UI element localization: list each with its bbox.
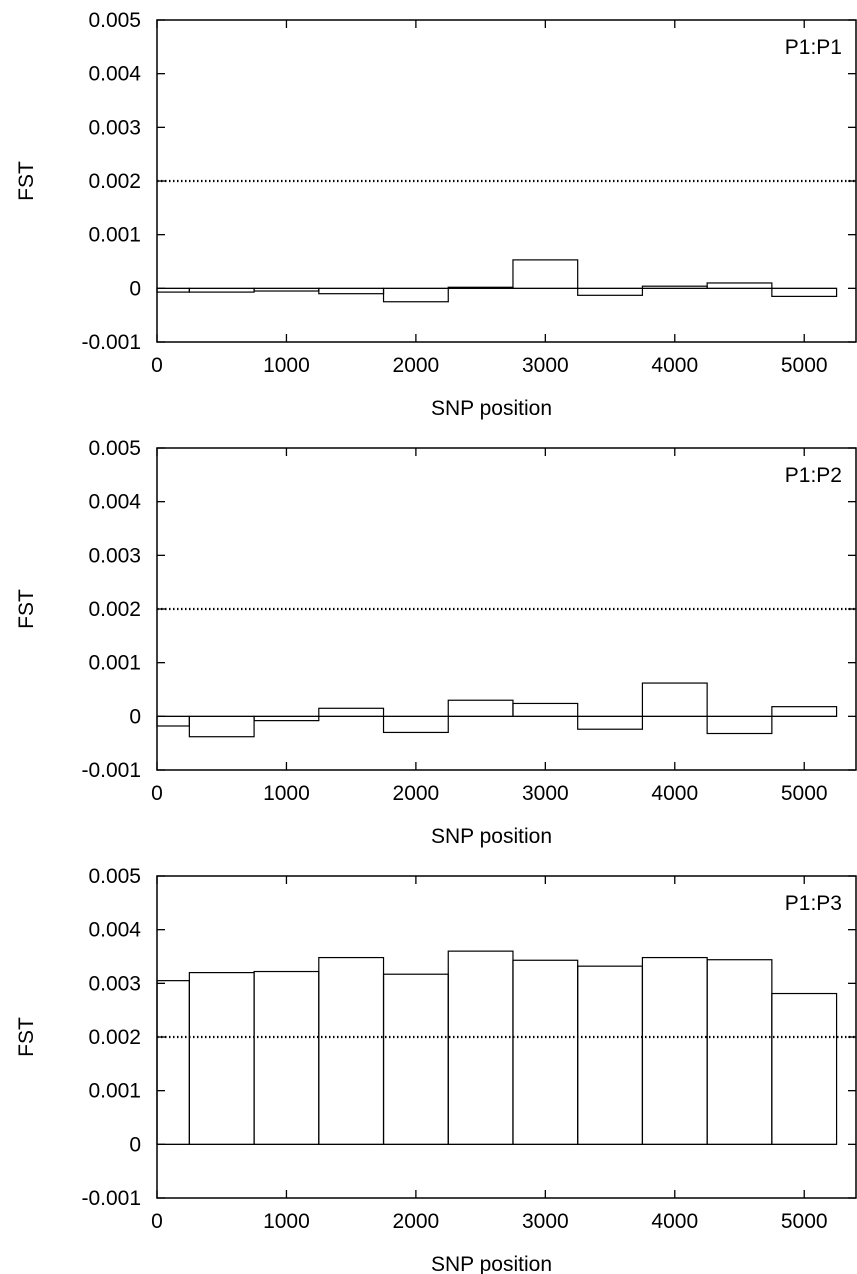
y-tick-label: 0.005: [88, 437, 141, 460]
y-tick-label: 0.004: [88, 919, 141, 942]
bar: [318, 956, 385, 1145]
bar: [771, 706, 838, 717]
bar: [706, 959, 773, 1145]
y-axis-label: FST: [15, 1017, 38, 1057]
bar: [447, 286, 514, 289]
x-tick-label: 2000: [393, 354, 440, 377]
x-tick-label: 4000: [651, 354, 698, 377]
chart-panel-3: -0.001 0 0.001 0.002 0.003 0.004 0.005 0 1000 200…: [15, 865, 857, 1274]
bar: [156, 715, 190, 727]
x-axis-label: SNP position: [431, 825, 552, 848]
x-tick-label: 1000: [263, 1210, 310, 1233]
bar: [641, 956, 708, 1145]
bar: [318, 707, 385, 717]
bar: [156, 287, 190, 293]
y-axis-label: FST: [15, 589, 38, 629]
bar: [188, 287, 255, 293]
bar: [577, 965, 644, 1145]
x-tick-label: 1000: [263, 782, 310, 805]
bar: [382, 715, 449, 734]
bar: [382, 973, 449, 1145]
y-tick-label: 0.002: [88, 598, 141, 621]
bar: [253, 287, 320, 292]
panel-annotation: P1:P3: [785, 892, 842, 915]
x-tick-label: 0: [151, 354, 163, 377]
x-axis-label: SNP position: [431, 397, 552, 420]
chart-panel-2: -0.001 0 0.001 0.002 0.003 0.004 0.005 0 1000 200…: [15, 437, 857, 848]
x-tick-label: 0: [151, 1210, 163, 1233]
x-tick-label: 2000: [393, 1210, 440, 1233]
x-tick-label: 4000: [651, 1210, 698, 1233]
y-tick-label: 0.002: [88, 1026, 141, 1049]
y-tick-label: 0.002: [88, 170, 141, 193]
bar: [512, 702, 579, 717]
bar: [706, 282, 773, 289]
bar: [447, 699, 514, 717]
bar: [771, 287, 838, 297]
y-tick-label: -0.001: [81, 331, 141, 354]
bar: [447, 950, 514, 1145]
y-tick-label: 0.001: [88, 652, 141, 675]
bar: [706, 715, 773, 735]
y-tick-label: -0.001: [81, 1187, 141, 1210]
x-tick-label: 5000: [781, 354, 828, 377]
bar: [641, 285, 708, 289]
chart-panel-1: -0.001 0 0.001 0.002 0.003 0.004 0.005 0 1000 200…: [15, 9, 857, 420]
x-tick-label: 3000: [522, 1210, 569, 1233]
y-tick-label: 0.001: [88, 224, 141, 247]
y-tick-label: 0.004: [88, 63, 141, 86]
y-tick-label: -0.001: [81, 759, 141, 782]
x-tick-label: 3000: [522, 354, 569, 377]
x-tick-label: 4000: [651, 782, 698, 805]
bar: [253, 970, 320, 1145]
bar: [156, 980, 190, 1145]
y-tick-label: 0.001: [88, 1080, 141, 1103]
y-tick-label: 0.003: [88, 972, 141, 995]
y-axis-label: FST: [15, 161, 38, 201]
y-tick-label: 0: [129, 277, 141, 300]
bar: [771, 992, 838, 1145]
panel-annotation: P1:P2: [785, 464, 842, 487]
bar: [188, 971, 255, 1145]
bar: [577, 715, 644, 730]
y-tick-label: 0.005: [88, 9, 141, 32]
y-tick-label: 0: [129, 1133, 141, 1156]
y-tick-label: 0: [129, 705, 141, 728]
bar: [641, 682, 708, 717]
bar: [577, 287, 644, 296]
y-tick-label: 0.004: [88, 491, 141, 514]
y-tick-label: 0.003: [88, 116, 141, 139]
panel-annotation: P1:P1: [785, 36, 842, 59]
bar: [188, 715, 255, 738]
y-tick-label: 0.005: [88, 865, 141, 888]
x-tick-label: 5000: [781, 1210, 828, 1233]
x-axis-label: SNP position: [431, 1253, 552, 1274]
bar: [512, 259, 579, 289]
x-tick-label: 5000: [781, 782, 828, 805]
bar: [512, 959, 579, 1145]
x-tick-label: 2000: [393, 782, 440, 805]
x-tick-label: 1000: [263, 354, 310, 377]
x-tick-label: 3000: [522, 782, 569, 805]
bar: [318, 287, 385, 295]
bar: [382, 287, 449, 303]
bar: [253, 715, 320, 722]
y-tick-label: 0.003: [88, 544, 141, 567]
x-tick-label: 0: [151, 782, 163, 805]
